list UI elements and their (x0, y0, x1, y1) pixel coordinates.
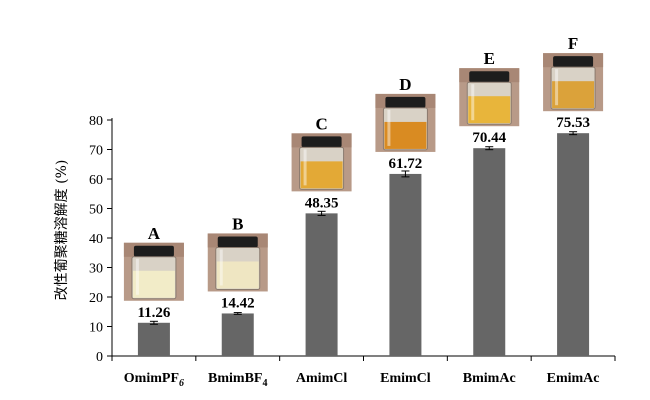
vial-highlight (387, 109, 391, 146)
x-tick-label: EmimAc (547, 371, 600, 386)
axes (111, 118, 616, 361)
vial-highlight (135, 258, 139, 295)
photo-label: D (399, 75, 411, 94)
vial-cap (217, 236, 258, 248)
x-tick-label: OmimPF6 (124, 371, 184, 389)
data-label: 75.53 (556, 115, 590, 131)
data-label: 61.72 (389, 156, 423, 172)
y-tick-label: 50 (89, 203, 103, 218)
vial-liquid (132, 270, 175, 298)
y-tick-label: 10 (89, 321, 103, 336)
vial-cap (385, 96, 426, 108)
x-tick-label: BmimAc (463, 371, 516, 386)
vial-cap (469, 71, 510, 83)
bar (389, 173, 422, 356)
vial-liquid (468, 96, 511, 124)
vial-liquid (384, 121, 427, 149)
y-tick-label: 0 (96, 350, 103, 365)
y-tick-label: 20 (89, 291, 103, 306)
vial-cap (133, 245, 174, 257)
photo-label: F (568, 34, 578, 53)
vial-liquid (300, 161, 343, 189)
y-tick-label: 40 (89, 232, 103, 247)
x-axis-categories: OmimPF6 BmimBF4 AmimCl EmimCl BmimAc EmimAc (124, 371, 600, 389)
y-tick-label: 60 (89, 173, 103, 188)
vial-highlight (303, 149, 307, 186)
bars (137, 131, 590, 356)
bar (305, 213, 338, 356)
vial-cap (301, 136, 342, 148)
vial-photo (459, 68, 520, 127)
x-tick-label: AmimCl (296, 371, 347, 386)
data-label: 48.35 (305, 195, 339, 211)
x-tick-label: EmimCl (380, 371, 431, 386)
vial-photo (123, 242, 184, 301)
vial-highlight (219, 249, 223, 286)
sample-photos (123, 53, 604, 301)
vial-liquid (216, 261, 259, 289)
bar (221, 313, 254, 356)
photo-label: E (484, 49, 495, 68)
vial-cap (553, 56, 594, 68)
vial-photo (207, 233, 268, 292)
data-label: 70.44 (472, 130, 506, 146)
vial-highlight (555, 69, 559, 106)
value-labels: 11.26 A 14.42 B 48.35 C 61.72 D 70.44 E 75.53 F (137, 34, 590, 321)
data-label: 14.42 (221, 295, 255, 311)
vial-highlight (471, 84, 475, 121)
y-tick-label: 70 (89, 144, 103, 159)
vial-photo (543, 53, 604, 112)
y-axis-label: 改性葡聚糖溶解度 (%) (54, 160, 70, 301)
bar (473, 148, 506, 356)
photo-label: C (315, 114, 327, 133)
photo-label: B (232, 214, 243, 233)
vial-liquid (552, 81, 595, 109)
y-tick-label: 80 (89, 114, 103, 129)
y-tick-label: 30 (89, 262, 103, 277)
vial-photo (291, 133, 352, 192)
data-label: 11.26 (137, 305, 170, 321)
photo-label: A (148, 224, 161, 243)
y-axis-ticks: 0 10 20 30 40 50 60 70 80 (89, 114, 112, 365)
bar (557, 133, 590, 356)
vial-photo (375, 93, 436, 152)
x-tick-label: BmimBF4 (208, 371, 267, 389)
bar (137, 322, 170, 356)
